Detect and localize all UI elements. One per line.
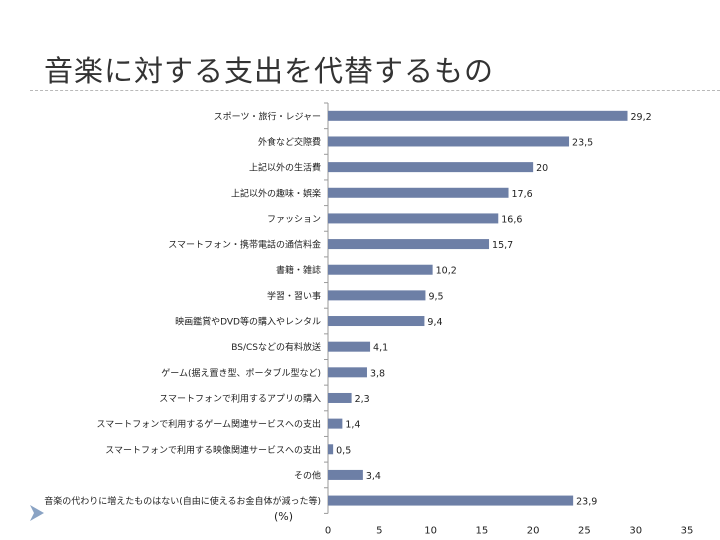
bar xyxy=(328,367,367,378)
data-label: 3,8 xyxy=(370,368,385,379)
bar xyxy=(328,136,570,147)
bar xyxy=(328,187,509,198)
x-axis-unit-label: (%) xyxy=(274,510,294,523)
x-tick-label: 0 xyxy=(325,525,331,536)
x-tick-label: 5 xyxy=(376,525,382,536)
category-label: スポーツ・旅行・レジャー xyxy=(214,110,321,122)
x-tick-label: 10 xyxy=(424,525,437,536)
category-label: 音楽の代わりに増えたものはない(自由に使えるお金自体が減った等) xyxy=(44,495,321,507)
title-divider xyxy=(30,90,720,91)
category-label: 外食など交際費 xyxy=(258,136,321,148)
category-label: スマートフォンで利用する映像関連サービスへの支出 xyxy=(105,444,321,456)
data-label: 2,3 xyxy=(355,394,370,405)
category-label: 学習・習い事 xyxy=(267,290,321,302)
data-label: 0,5 xyxy=(336,445,351,456)
data-label: 10,2 xyxy=(436,266,457,277)
bar xyxy=(328,290,426,301)
category-label: 上記以外の生活費 xyxy=(249,162,321,174)
x-tick-label: 25 xyxy=(578,525,591,536)
category-label: スマートフォンで利用するアプリの購入 xyxy=(159,392,321,404)
bar xyxy=(328,418,343,429)
bar xyxy=(328,264,433,275)
bar xyxy=(328,444,334,455)
category-label: 書籍・雑誌 xyxy=(276,264,321,276)
data-label: 9,4 xyxy=(427,317,442,328)
data-label: 29,2 xyxy=(631,112,652,123)
data-label: 23,9 xyxy=(576,497,597,508)
category-label: 上記以外の趣味・娯楽 xyxy=(231,187,321,199)
data-label: 16,6 xyxy=(501,214,522,225)
bar xyxy=(328,392,352,403)
category-label: スマートフォンで利用するゲーム関連サービスへの支出 xyxy=(97,418,321,430)
bar xyxy=(328,495,574,506)
slide-title: 音楽に対する支出を代替するもの xyxy=(44,54,495,88)
play-arrow-icon[interactable] xyxy=(28,503,46,523)
category-label: ゲーム(据え置き型、ポータブル型など) xyxy=(161,367,321,379)
x-tick-label: 35 xyxy=(681,525,694,536)
data-label: 23,5 xyxy=(572,137,593,148)
bar xyxy=(328,316,425,327)
x-tick-label: 15 xyxy=(475,525,488,536)
bar xyxy=(328,110,628,121)
data-label: 1,4 xyxy=(345,420,360,431)
category-label: ファッション xyxy=(267,215,321,225)
category-label: BS/CSなどの有料放送 xyxy=(231,341,321,353)
x-tick-label: 20 xyxy=(527,525,540,536)
category-label: スマートフォン・携帯電話の通信料金 xyxy=(168,239,321,251)
bar xyxy=(328,162,534,173)
x-tick-label: 30 xyxy=(629,525,642,536)
category-label: その他 xyxy=(294,469,321,481)
data-label: 4,1 xyxy=(373,343,388,354)
data-label: 15,7 xyxy=(492,240,513,251)
bar xyxy=(328,213,499,224)
bar xyxy=(328,469,363,480)
data-label: 20 xyxy=(536,163,548,174)
bar xyxy=(328,341,371,352)
category-label: 映画鑑賞やDVD等の購入やレンタル xyxy=(175,316,321,328)
data-label: 9,5 xyxy=(428,291,443,302)
data-label: 3,4 xyxy=(366,471,381,482)
bar xyxy=(328,239,490,250)
data-label: 17,6 xyxy=(512,189,533,200)
